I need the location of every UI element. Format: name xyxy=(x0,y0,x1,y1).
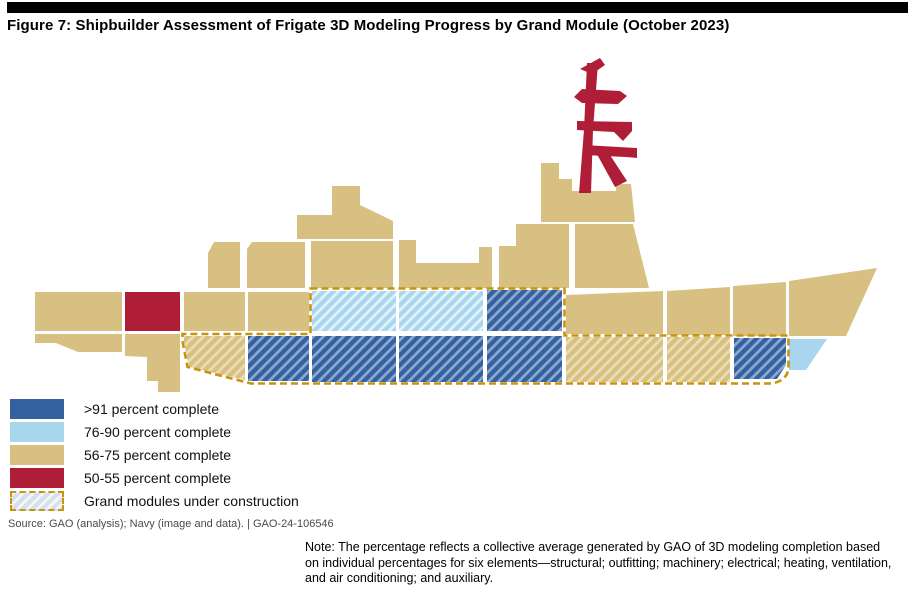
module-u4 xyxy=(248,292,309,331)
module-d6 xyxy=(575,224,649,288)
figure-title: Figure 7: Shipbuilder Assessment of Frig… xyxy=(7,17,730,34)
module-d5 xyxy=(499,224,569,288)
module-funnel xyxy=(297,186,393,239)
top-rule xyxy=(7,2,908,13)
legend-swatch-50-55 xyxy=(10,468,64,488)
module-u1 xyxy=(35,292,122,331)
module-l1 xyxy=(35,334,122,352)
module-d2 xyxy=(247,242,305,288)
module-u9 xyxy=(667,287,730,335)
legend-swatch-76-90 xyxy=(10,422,64,442)
legend-item: 76-90 percent complete xyxy=(10,422,299,442)
module-l10 xyxy=(734,338,786,379)
module-u5 xyxy=(312,291,396,331)
legend-swatch-56-75 xyxy=(10,445,64,465)
mast xyxy=(574,58,637,193)
module-l11-bow xyxy=(789,339,827,370)
module-d3 xyxy=(311,241,393,288)
module-l3 xyxy=(184,336,245,380)
module-u10 xyxy=(733,282,786,336)
legend-label: 50-55 percent complete xyxy=(84,470,232,486)
legend-swatch-gt91 xyxy=(10,399,64,419)
legend-label: 76-90 percent complete xyxy=(84,424,232,440)
module-l6 xyxy=(399,336,483,382)
module-d4 xyxy=(399,240,492,288)
module-u7 xyxy=(487,290,562,331)
module-u11-bow xyxy=(789,268,877,336)
legend-label: Grand modules under construction xyxy=(84,493,299,509)
legend: >91 percent complete 76-90 percent compl… xyxy=(10,399,299,514)
module-u2 xyxy=(125,292,180,331)
module-l9 xyxy=(667,337,730,382)
legend-swatch-under-construction xyxy=(10,491,64,511)
module-u3 xyxy=(184,292,245,331)
note-text: Note: The percentage reflects a collecti… xyxy=(305,540,892,585)
source-line: Source: GAO (analysis); Navy (image and … xyxy=(8,518,334,530)
legend-item: 56-75 percent complete xyxy=(10,445,299,465)
legend-label: >91 percent complete xyxy=(84,401,220,417)
module-u8 xyxy=(566,291,663,334)
module-l4 xyxy=(248,336,309,381)
module-d1 xyxy=(208,242,240,288)
module-l5 xyxy=(312,336,396,382)
module-l2 xyxy=(125,334,180,392)
legend-label: 56-75 percent complete xyxy=(84,447,232,463)
legend-item: 50-55 percent complete xyxy=(10,468,299,488)
legend-item: >91 percent complete xyxy=(10,399,299,419)
legend-item: Grand modules under construction xyxy=(10,491,299,511)
module-u6 xyxy=(399,291,483,331)
module-l8 xyxy=(566,337,663,382)
module-l7 xyxy=(487,336,562,382)
